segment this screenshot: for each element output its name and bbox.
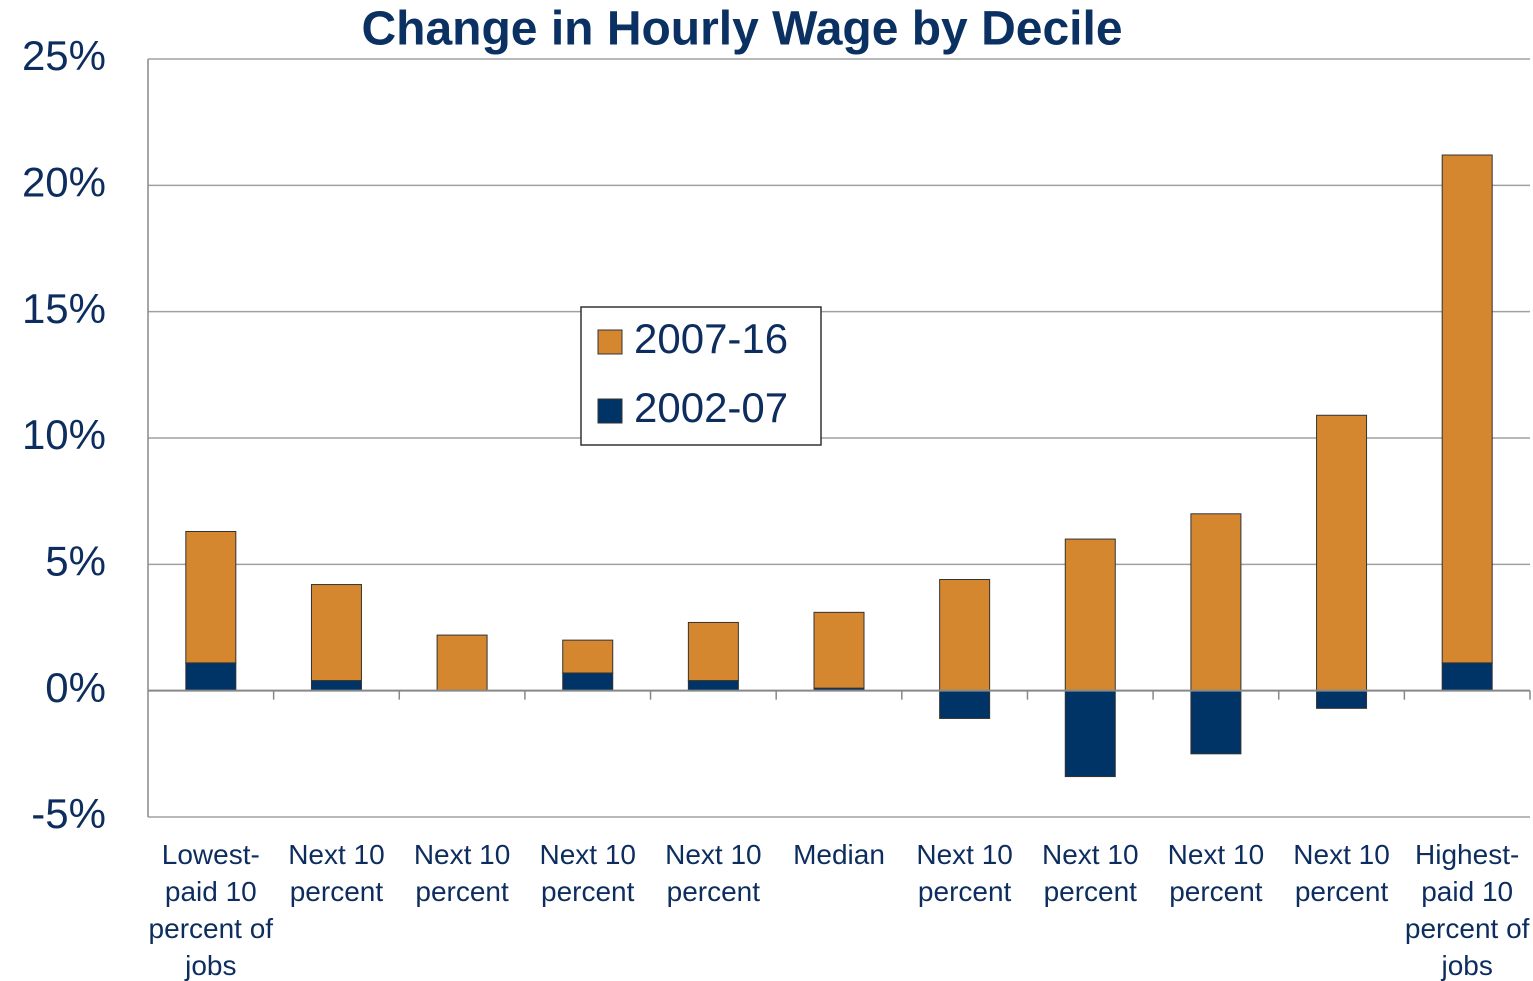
bar-segment bbox=[562, 672, 614, 692]
x-tick-label: Highest-paid 10 percent of jobs bbox=[1404, 839, 1530, 981]
legend-label: 2002-07 bbox=[634, 384, 788, 431]
x-tick-label: Next 10 percent bbox=[539, 839, 636, 907]
bar-segment bbox=[1316, 414, 1368, 692]
x-tick-label: Next 10 percent bbox=[413, 839, 511, 907]
y-tick-label: 5% bbox=[45, 537, 106, 584]
legend-swatch bbox=[597, 329, 623, 355]
x-tick-label: Median bbox=[793, 839, 885, 870]
x-tick-label: Next 10 percent bbox=[1167, 839, 1265, 907]
bar-segment bbox=[185, 662, 237, 692]
x-tick-label: Next 10 percent bbox=[916, 839, 1013, 907]
legend-swatch bbox=[597, 398, 623, 424]
bar-segment bbox=[687, 680, 739, 692]
x-tick-label: Next 10 percent bbox=[665, 839, 762, 907]
y-tick-label: 15% bbox=[22, 285, 106, 332]
y-tick-label: 10% bbox=[22, 411, 106, 458]
bar-segment bbox=[687, 621, 739, 682]
x-tick-label: Lowest-paid 10 percent of jobs bbox=[148, 839, 274, 981]
y-tick-label: 25% bbox=[22, 32, 106, 79]
bar-segment bbox=[1064, 690, 1116, 778]
y-tick-label: -5% bbox=[31, 790, 106, 837]
chart-title: Change in Hourly Wage by Decile bbox=[361, 3, 1122, 56]
bar-segment bbox=[1441, 662, 1493, 692]
x-tick-label: Next 10 percent bbox=[288, 839, 385, 907]
bar-segment bbox=[185, 530, 237, 664]
bar-segment bbox=[1316, 690, 1368, 709]
bar-segment bbox=[939, 578, 991, 692]
x-tick-label: Next 10 percent bbox=[1293, 839, 1390, 907]
bar-segment bbox=[436, 634, 488, 692]
y-tick-label: 0% bbox=[45, 664, 106, 711]
bar-segment bbox=[310, 584, 362, 682]
bar-segment bbox=[1190, 690, 1242, 755]
bar-segment bbox=[813, 611, 865, 689]
bar-segment bbox=[1441, 154, 1493, 664]
bar-segment bbox=[1064, 538, 1116, 692]
bar-segment bbox=[562, 639, 614, 674]
x-tick-label: Next 10 percent bbox=[1042, 839, 1139, 907]
bar-segment bbox=[1190, 513, 1242, 692]
legend-label: 2007-16 bbox=[634, 315, 788, 362]
y-tick-label: 20% bbox=[22, 158, 106, 205]
bar-segment bbox=[310, 680, 362, 692]
bar-segment bbox=[939, 690, 991, 719]
